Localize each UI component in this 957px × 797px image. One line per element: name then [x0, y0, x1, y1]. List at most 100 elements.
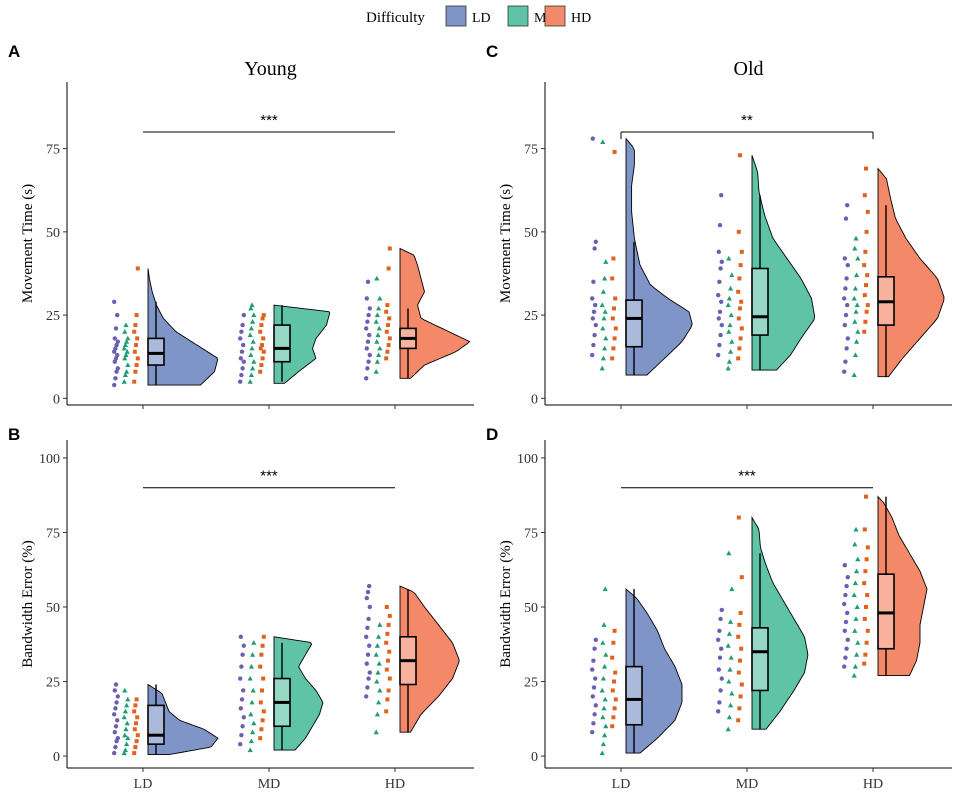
data-point-hd [738, 153, 742, 158]
data-point-hd [260, 718, 265, 723]
data-point-hd [611, 715, 616, 720]
data-point-ld [112, 688, 118, 693]
data-point-md [727, 666, 733, 672]
data-point-hd [386, 323, 390, 328]
data-point-hd [864, 494, 868, 499]
data-point-ld [716, 292, 721, 298]
panel-c: C Old 0 25 50 75 Movement Time (s) ** [486, 42, 952, 409]
data-point-ld [366, 359, 371, 364]
legend-key-md [507, 5, 529, 27]
data-point-hd [260, 343, 264, 348]
data-point-hd [384, 667, 389, 672]
panel-letter: A [8, 42, 20, 61]
y-tick-label: 75 [46, 526, 60, 541]
data-point-md [600, 675, 606, 681]
data-point-ld [845, 302, 850, 308]
data-point-ld [113, 682, 119, 687]
data-point-hd [258, 700, 263, 705]
violin-half [147, 268, 219, 386]
data-point-hd [737, 622, 742, 627]
data-point-hd [737, 276, 742, 281]
data-point-ld [238, 379, 243, 384]
data-point-md [600, 139, 606, 144]
data-point-hd [612, 679, 616, 684]
data-point-hd [738, 658, 742, 663]
data-point-ld [593, 637, 598, 642]
data-point-ld [367, 604, 372, 610]
data-point-md [248, 711, 254, 717]
data-point-md [726, 255, 732, 261]
data-point-md [726, 631, 732, 636]
data-point-md [377, 345, 383, 351]
data-point-ld [113, 706, 118, 711]
data-point-hd [135, 356, 140, 361]
y-tick-label: 25 [46, 309, 60, 324]
data-point-hd [736, 670, 741, 675]
data-point-ld [845, 574, 850, 580]
data-point-md [851, 592, 857, 598]
data-point-md [250, 687, 256, 693]
data-point-ld [238, 336, 243, 341]
data-point-md [251, 640, 257, 645]
data-point-ld [717, 222, 723, 228]
data-point-hd [132, 379, 137, 384]
data-point-md [247, 332, 253, 338]
data-point-md [602, 275, 608, 281]
data-point-ld [844, 276, 849, 281]
data-point-hd [387, 246, 392, 251]
group-hd [364, 246, 471, 381]
x-tick-label: LD [134, 777, 153, 792]
data-point-ld [115, 718, 120, 723]
data-point-md [125, 735, 131, 741]
data-point-ld [590, 296, 595, 301]
data-point-ld [367, 670, 372, 675]
x-tick-label: MD [258, 777, 281, 792]
data-point-hd [736, 356, 741, 361]
data-point-ld [240, 724, 245, 729]
data-point-hd [384, 604, 389, 609]
data-point-ld [593, 302, 598, 308]
data-point-ld [112, 382, 117, 388]
data-point-md [602, 696, 608, 702]
data-point-hd [862, 193, 867, 198]
x-tick-label: MD [736, 777, 759, 792]
data-point-hd [610, 688, 615, 693]
data-point-ld [367, 352, 372, 358]
data-point-ld [238, 356, 243, 361]
data-point-md [854, 272, 860, 278]
data-point-hd [258, 329, 263, 334]
data-point-md [373, 369, 379, 374]
data-point-ld [591, 342, 596, 348]
box [273, 324, 291, 363]
data-point-md [852, 663, 858, 669]
data-point-ld [115, 735, 121, 741]
data-point-hd [736, 515, 741, 520]
data-point-ld [843, 592, 848, 598]
data-point-hd [610, 316, 615, 321]
data-point-md [122, 372, 128, 378]
data-point-md [122, 342, 128, 348]
data-point-hd [387, 336, 392, 341]
data-point-hd [862, 293, 867, 298]
data-point-md [377, 687, 383, 693]
data-point-md [726, 714, 732, 720]
data-point-md [375, 332, 381, 338]
data-point-md [854, 651, 860, 657]
data-point-hd [384, 709, 389, 714]
data-point-ld [366, 312, 371, 318]
data-point-hd [386, 266, 391, 271]
data-point-ld [590, 694, 595, 699]
box [147, 704, 165, 745]
data-point-hd [738, 306, 742, 311]
data-point-md [250, 319, 256, 324]
violin-half [625, 588, 683, 754]
data-point-hd [386, 622, 391, 627]
data-point-ld [718, 688, 723, 693]
data-point-md [251, 720, 257, 726]
data-point-ld [366, 616, 371, 622]
data-point-ld [590, 136, 595, 141]
data-point-ld [238, 706, 243, 711]
data-point-hd [134, 363, 139, 368]
data-point-ld [590, 730, 595, 735]
data-point-hd [261, 349, 266, 354]
